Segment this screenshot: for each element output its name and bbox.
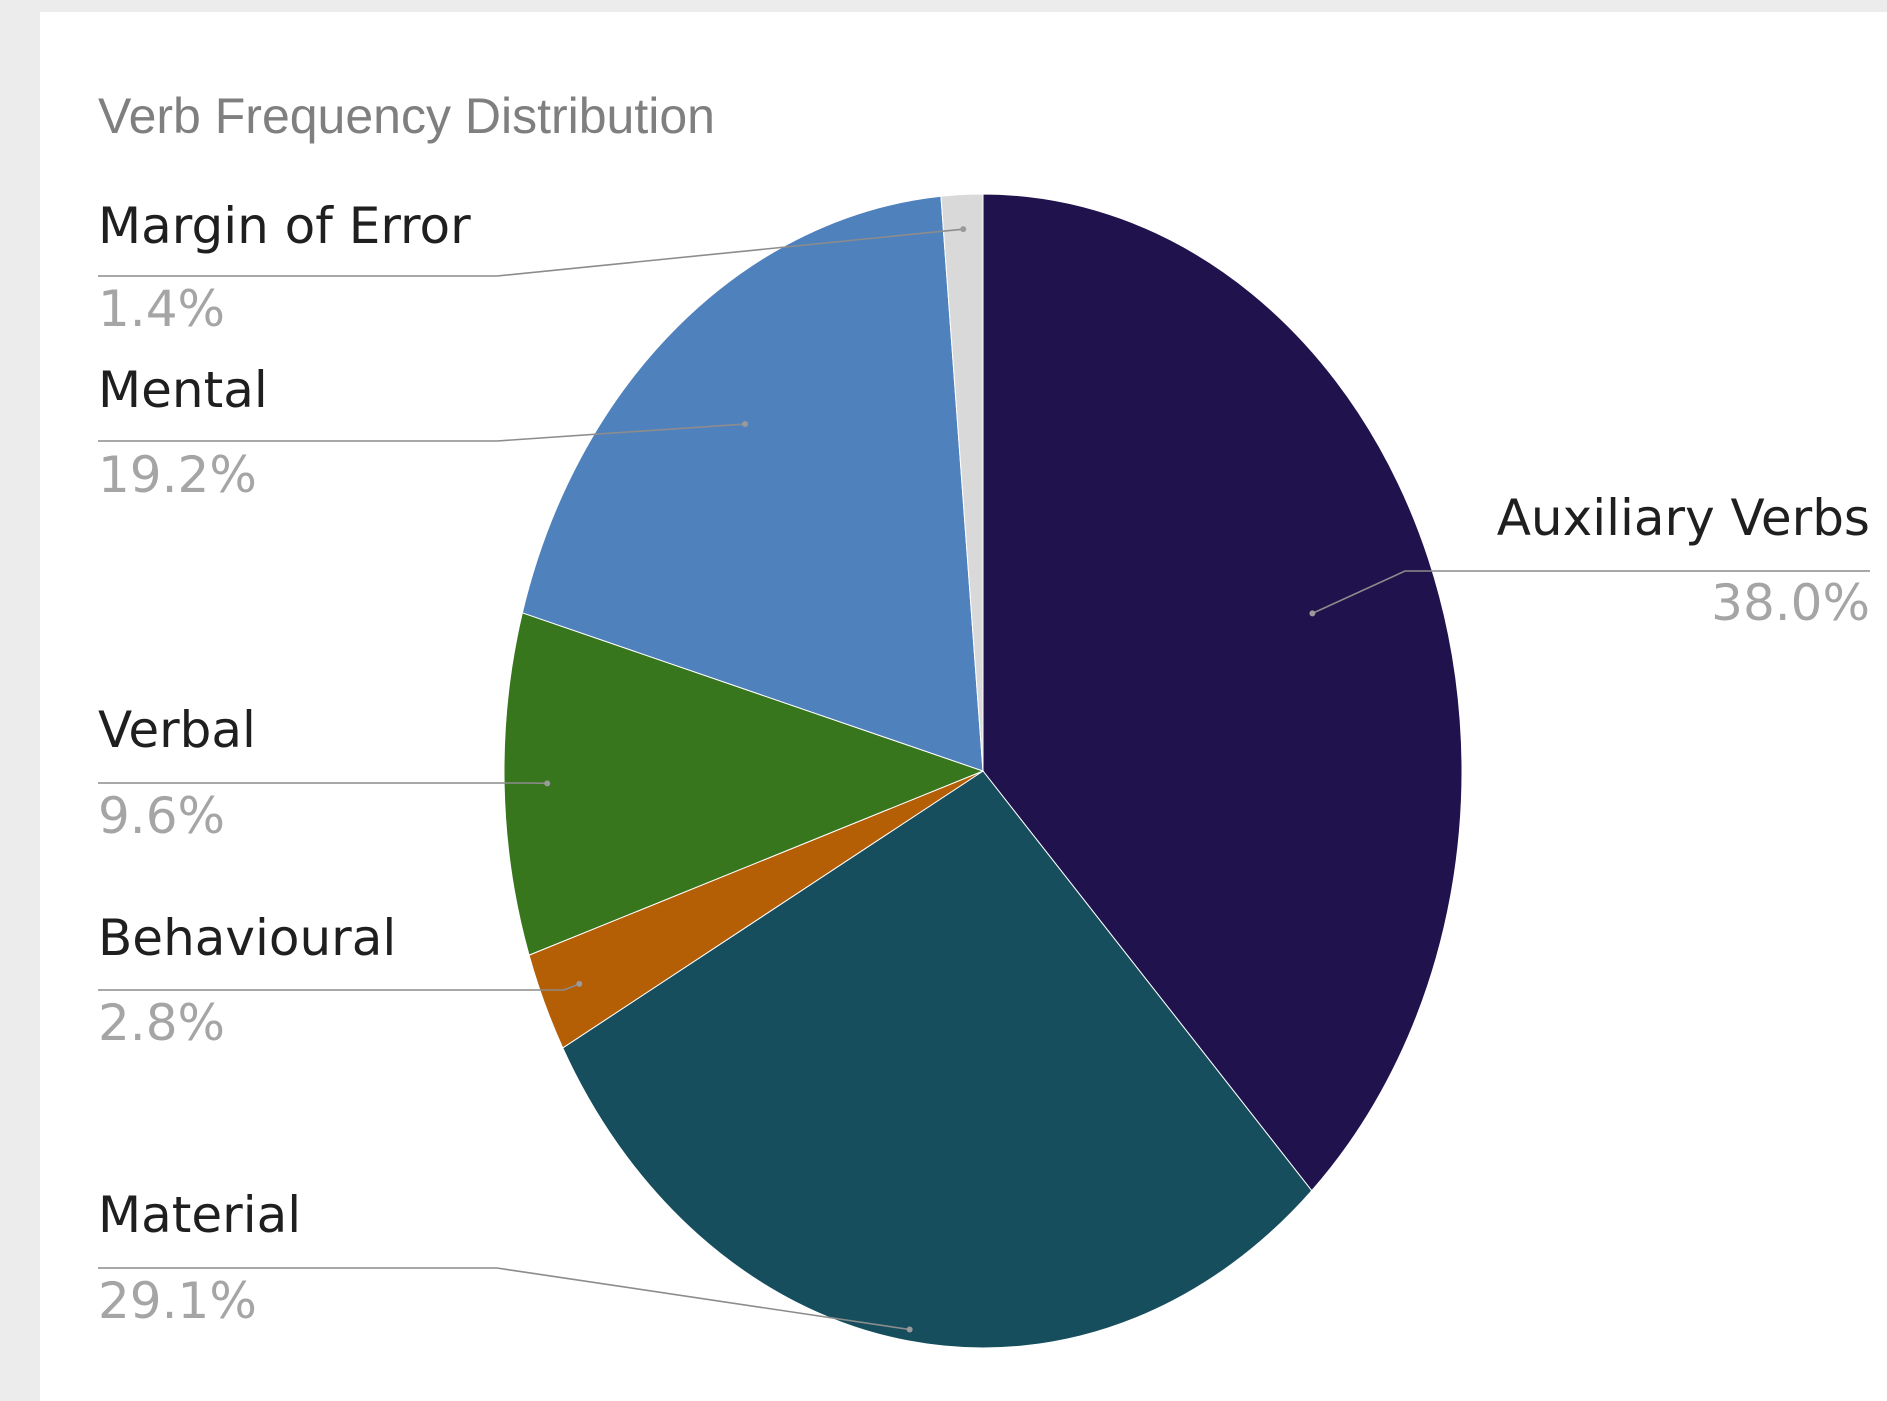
leader-line-margin-of-error (98, 228, 964, 277)
chart-title: Verb Frequency Distribution (98, 88, 715, 144)
leader-dot-auxiliary-verbs (1309, 610, 1316, 617)
slice-value-margin-of-error: 1.4% (98, 280, 225, 338)
slice-label-mental: Mental (98, 361, 268, 419)
pie-slice-margin-of-error (940, 193, 984, 772)
slice-label-auxiliary-verbs: Auxiliary Verbs (1497, 489, 1870, 547)
slice-label-material: Material (98, 1186, 301, 1244)
leader-dot-margin-of-error (960, 226, 967, 233)
pie-slice-material (562, 770, 1313, 1349)
slice-value-mental: 19.2% (98, 446, 257, 504)
leader-dot-material (906, 1326, 913, 1333)
slice-value-auxiliary-verbs: 38.0% (1711, 574, 1870, 632)
leader-dot-verbal (544, 780, 551, 787)
leader-dot-mental (742, 421, 749, 428)
leader-line-auxiliary-verbs (1312, 570, 1870, 615)
leader-line-behavioural (98, 983, 580, 991)
slice-value-behavioural: 2.8% (98, 994, 225, 1052)
slice-value-verbal: 9.6% (98, 787, 225, 845)
slice-labels: Auxiliary Verbs 38.0% Material 29.1% Behavio… (98, 197, 1870, 1330)
pie-slices (503, 193, 1463, 1349)
leader-dot-behavioural (576, 980, 583, 987)
leader-line-mental (98, 423, 746, 442)
pie-slice-mental (521, 195, 984, 772)
leader-line-material (98, 1267, 910, 1331)
slice-label-margin-of-error: Margin of Error (98, 197, 471, 255)
slice-label-verbal: Verbal (98, 701, 256, 759)
pie-slice-auxiliary-verbs (982, 193, 1463, 1192)
pie-slice-verbal (503, 612, 985, 956)
slice-label-behavioural: Behavioural (98, 909, 396, 967)
slice-value-material: 29.1% (98, 1272, 257, 1330)
leader-lines (98, 226, 1870, 1333)
